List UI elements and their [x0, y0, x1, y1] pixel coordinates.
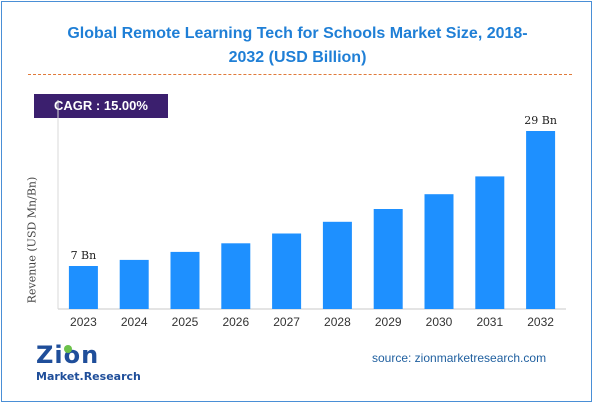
- data-label-2032: 29 Bn: [524, 114, 557, 127]
- x-tick-label-2031: 2031: [476, 315, 503, 329]
- chart-title-line-1: Global Remote Learning Tech for Schools …: [67, 25, 528, 42]
- cagr-badge: CAGR : 15.00%: [34, 94, 168, 118]
- chart-title: Global Remote Learning Tech for Schools …: [20, 22, 575, 70]
- x-tick-label-2030: 2030: [426, 315, 453, 329]
- bar-2027: [272, 233, 302, 309]
- bar-2025: [170, 251, 200, 309]
- x-tick-label-2032: 2032: [527, 315, 554, 329]
- source-note: source: zionmarketresearch.com: [372, 351, 547, 365]
- bar-2032: [526, 131, 556, 309]
- bar-2030: [424, 194, 454, 309]
- chart-title-line-2: 2032 (USD Billion): [228, 49, 367, 66]
- x-tick-label-2024: 2024: [121, 315, 148, 329]
- zion-logo: Zion Market.Research: [36, 342, 156, 390]
- bar-2028: [322, 221, 352, 309]
- x-tick-label-2023: 2023: [70, 315, 97, 329]
- bar-2029: [373, 209, 403, 309]
- x-tick-label-2027: 2027: [273, 315, 300, 329]
- bar-2024: [119, 259, 149, 309]
- x-tick-label-2029: 2029: [375, 315, 402, 329]
- title-divider: [28, 74, 572, 75]
- bar-2026: [221, 243, 251, 309]
- x-tick-label-2025: 2025: [172, 315, 199, 329]
- logo-dot-icon: [64, 345, 72, 353]
- logo-subtext: Market.Research: [36, 370, 141, 383]
- bar-2031: [475, 176, 505, 309]
- x-tick-label-2028: 2028: [324, 315, 351, 329]
- bar-2023: [68, 266, 98, 309]
- data-label-2023: 7 Bn: [71, 249, 97, 262]
- x-tick-label-2026: 2026: [222, 315, 249, 329]
